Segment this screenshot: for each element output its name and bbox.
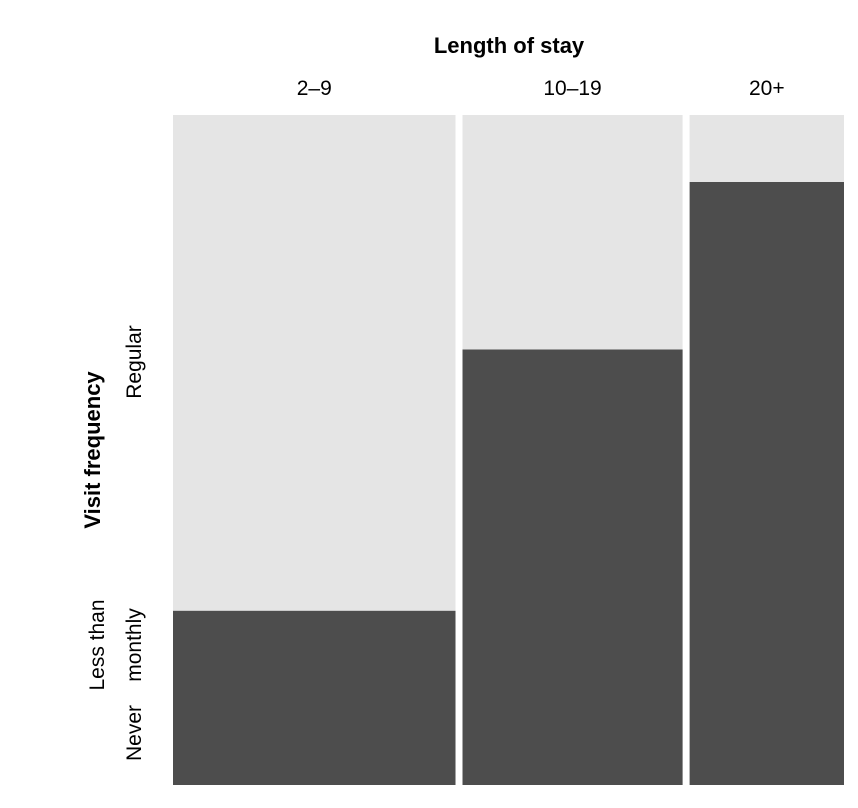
tile-upper-0 [173, 115, 456, 611]
x-tick-label-1: 10–19 [543, 77, 601, 100]
tile-lower-0 [173, 610, 456, 785]
x-tick-label-0: 2–9 [297, 77, 332, 100]
y-tick-label-line: Regular [123, 325, 146, 399]
y-tick-label-0: Never [123, 705, 146, 761]
x-tick-labels: 2–9 10–19 20+ [297, 77, 785, 100]
tile-upper-1 [462, 115, 683, 350]
y-tick-label-2: Regular [123, 325, 146, 399]
tile-lower-1 [462, 349, 683, 785]
x-tick-label-2: 20+ [749, 77, 785, 100]
mosaic-tiles [173, 115, 844, 785]
y-tick-label-line: monthly [123, 608, 146, 682]
y-tick-label-line: Never [123, 705, 146, 761]
tile-lower-2 [689, 182, 844, 785]
x-axis-title: Length of stay [434, 33, 585, 58]
y-tick-labels: Never Less than monthly Regular [86, 325, 146, 761]
tile-upper-2 [689, 115, 844, 182]
y-tick-label-1: Less than monthly [86, 599, 146, 690]
y-axis-title: Visit frequency [80, 371, 105, 529]
y-tick-label-line: Less than [86, 599, 109, 690]
